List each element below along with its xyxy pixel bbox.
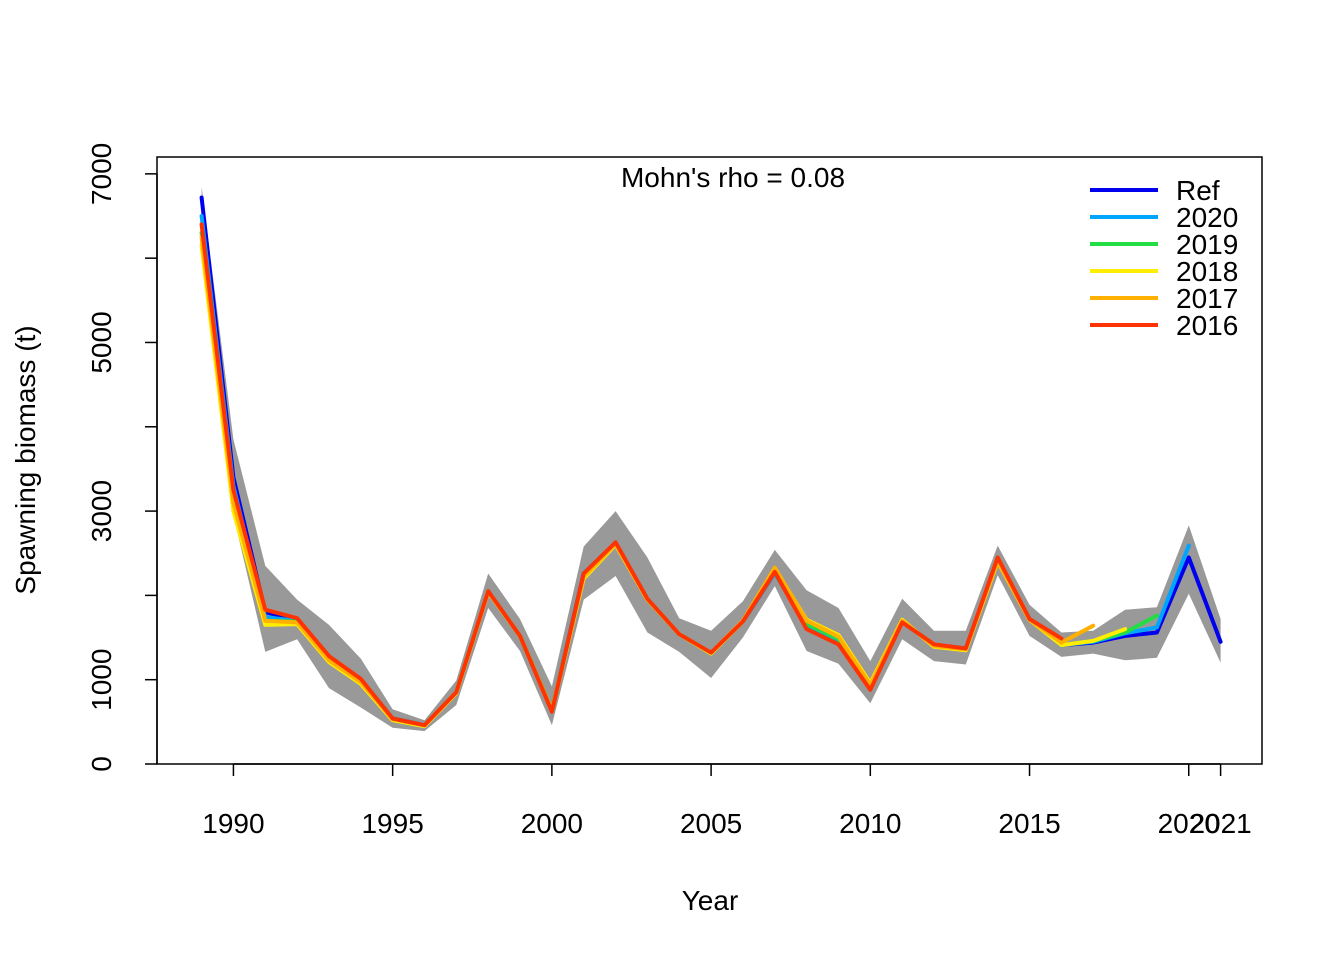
legend-label-2016: 2016	[1176, 310, 1238, 341]
series-layer	[199, 195, 1223, 729]
y-tick-label-1000: 1000	[86, 649, 117, 711]
x-tick-label-1990: 1990	[202, 808, 264, 839]
x-tick-label-1995: 1995	[361, 808, 423, 839]
legend-label-ref: Ref	[1176, 175, 1220, 206]
mohns-rho-annotation: Mohn's rho = 0.08	[621, 162, 845, 193]
x-tick-label-2020: 2020	[1158, 808, 1220, 839]
x-tick-label-2005: 2005	[680, 808, 742, 839]
confidence-band-layer	[201, 186, 1221, 732]
legend-label-2018: 2018	[1176, 256, 1238, 287]
x-tick-label-2010: 2010	[839, 808, 901, 839]
y-tick-label-7000: 7000	[86, 143, 117, 205]
x-tick-label-2000: 2000	[521, 808, 583, 839]
y-tick-label-3000: 3000	[86, 480, 117, 542]
axis-layer: 1990 1995 2000 2005 2010 2015 2020202101000300…	[86, 143, 1252, 839]
x-tick-label-2021: 2021	[1189, 808, 1251, 839]
y-tick-label-5000: 5000	[86, 311, 117, 373]
x-tick-label-2015: 2015	[998, 808, 1060, 839]
legend-label-2020: 2020	[1176, 202, 1238, 233]
series-line-2016	[199, 222, 1064, 728]
y-axis-title: Spawning biomass (t)	[10, 325, 41, 594]
y-tick-label-0: 0	[86, 756, 117, 772]
legend-label-2019: 2019	[1176, 229, 1238, 260]
legend-label-2017: 2017	[1176, 283, 1238, 314]
confidence-band	[201, 186, 1221, 732]
x-axis-title: Year	[682, 885, 739, 916]
